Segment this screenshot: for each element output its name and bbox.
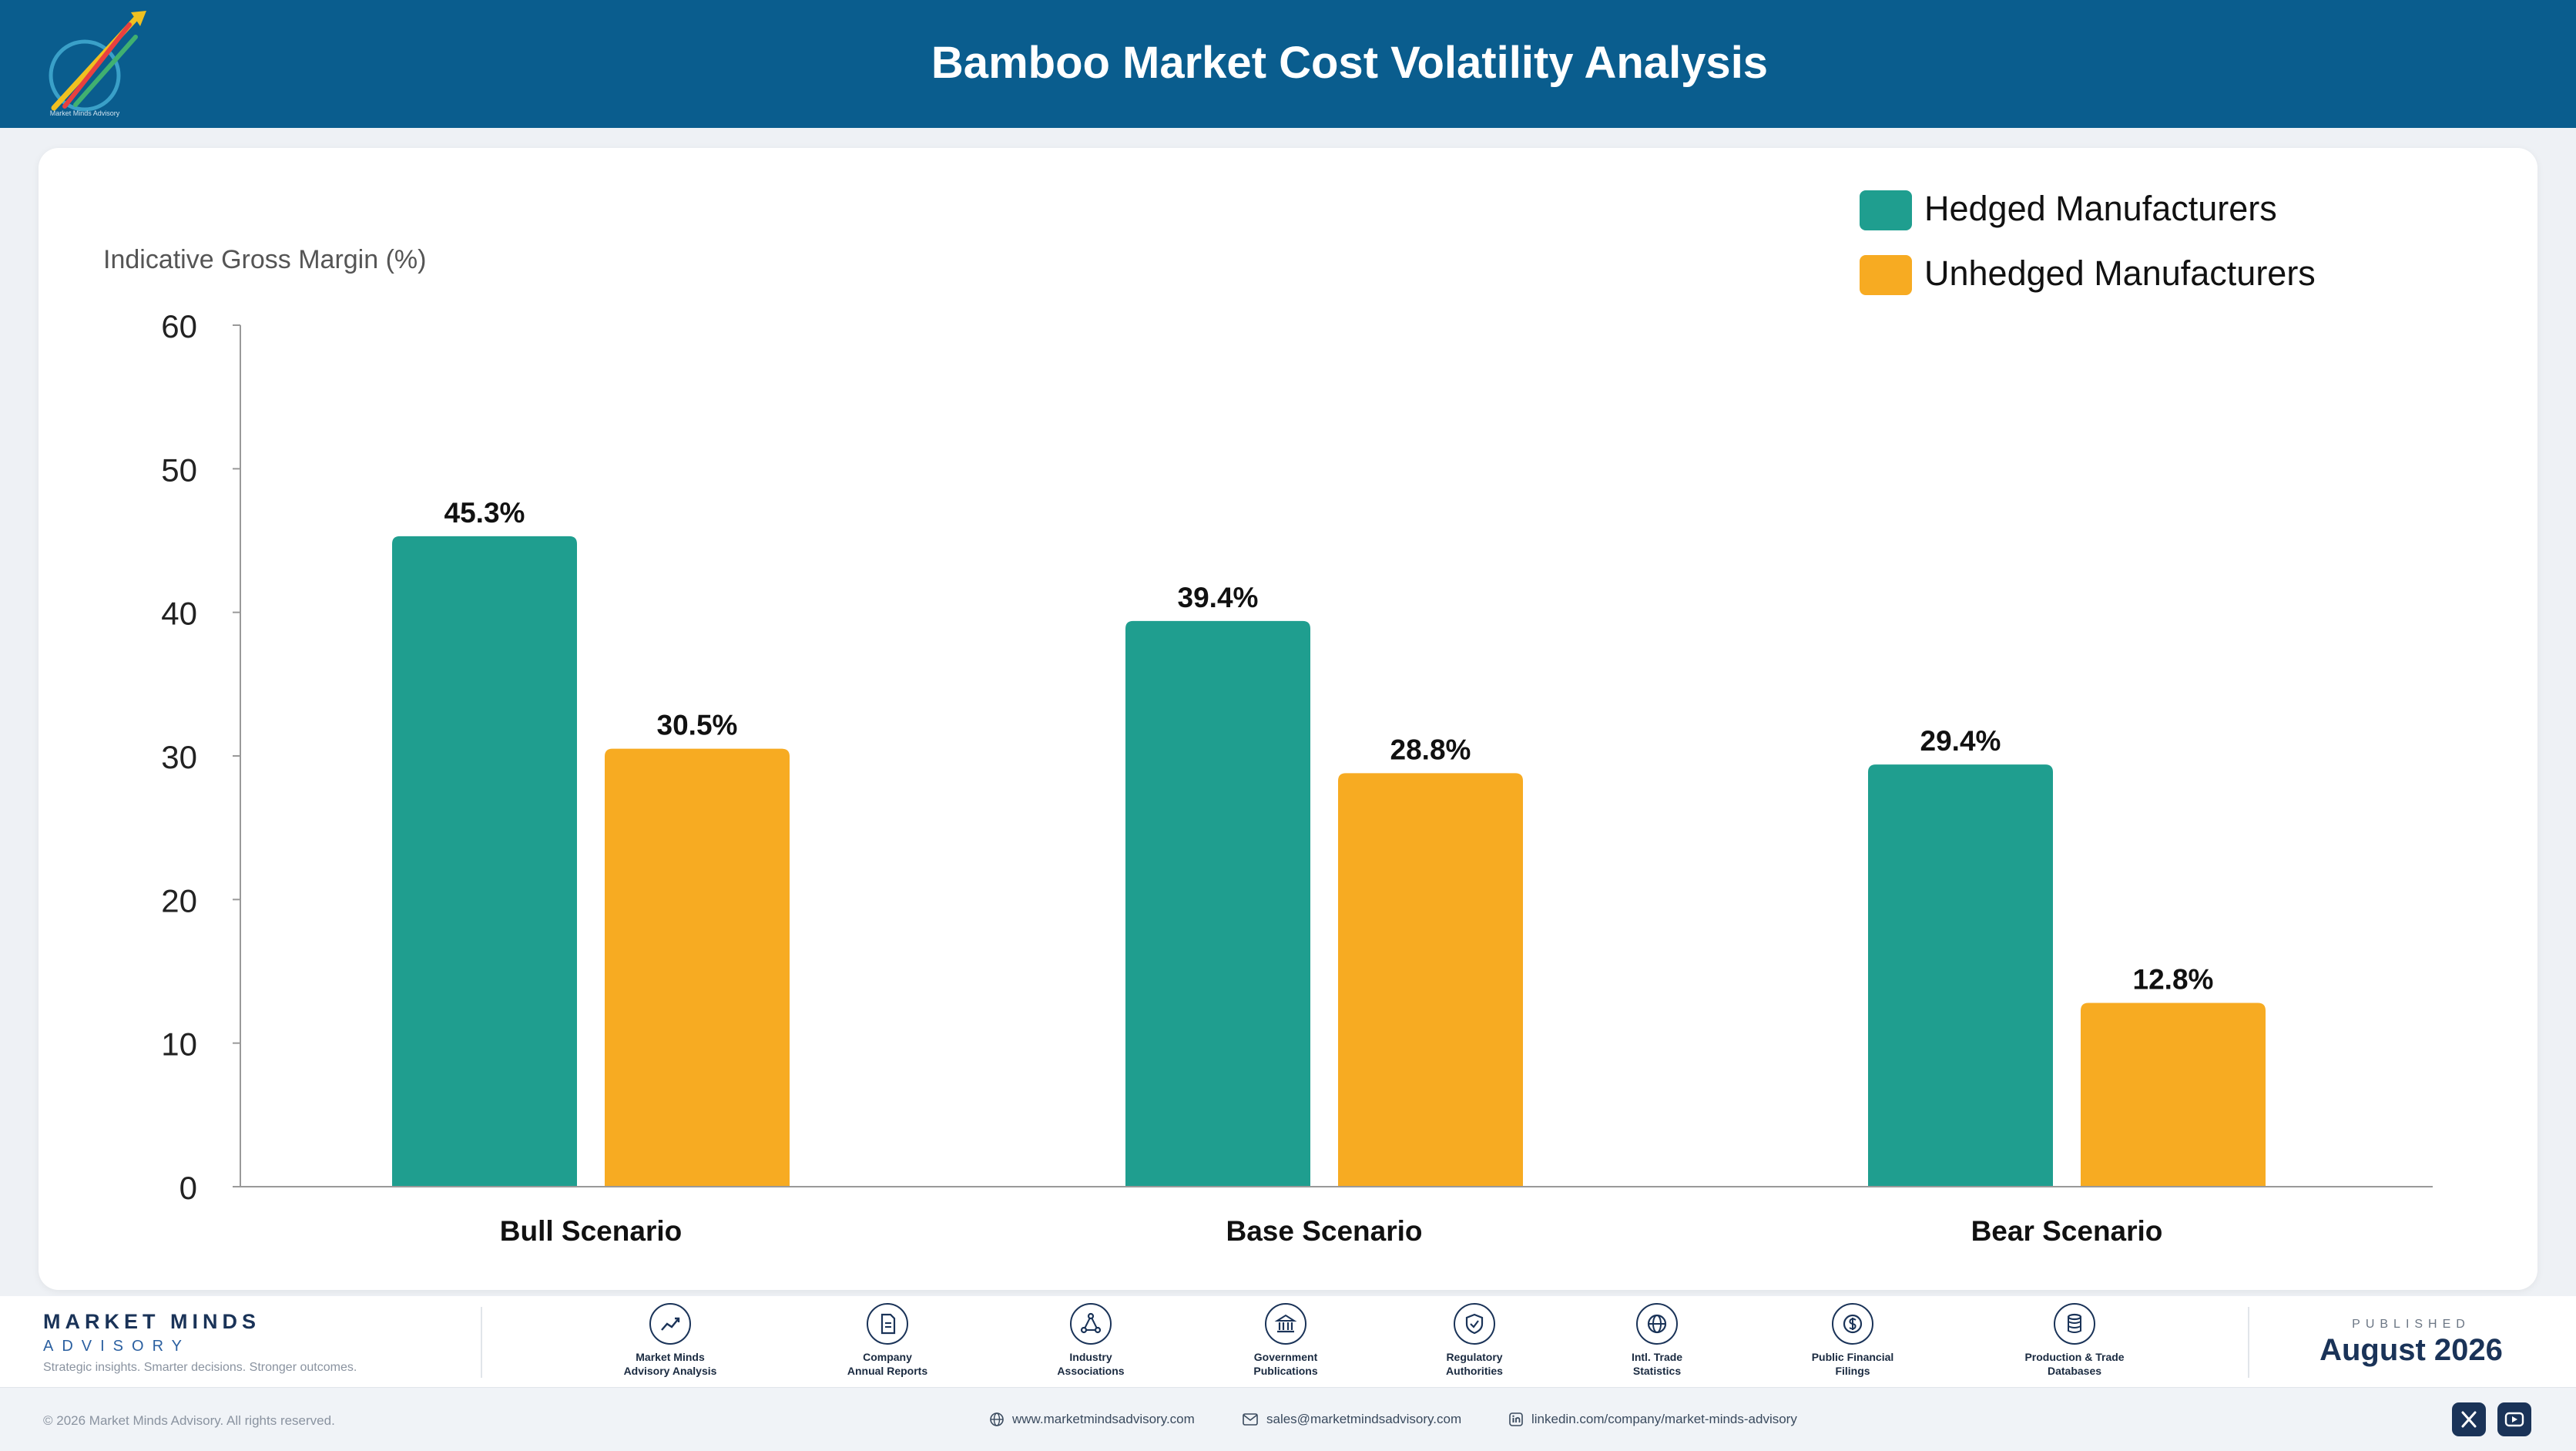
x-tick-label: Bear Scenario	[1971, 1215, 2163, 1247]
data-label: 30.5%	[657, 710, 738, 741]
y-tick-label: 0	[179, 1170, 197, 1206]
y-axis: 0 10 20 30 40 50 60	[161, 308, 241, 1206]
data-label: 39.4%	[1178, 582, 1259, 613]
source-label: Company Annual Reports	[847, 1351, 928, 1377]
footer-brand-name: MARKET MINDS	[43, 1310, 260, 1333]
logo-text: Market Minds Advisory	[50, 109, 120, 117]
source-item: Regulatory Authorities	[1405, 1302, 1544, 1378]
government-building-icon	[1265, 1303, 1306, 1345]
y-axis-label: Indicative Gross Margin (%)	[103, 245, 426, 274]
database-icon	[2054, 1303, 2095, 1345]
y-tick-label: 30	[161, 739, 197, 775]
bar-hedged	[1868, 764, 2053, 1187]
bar-unhedged	[1338, 773, 1523, 1187]
legend-entry: Unhedged Manufacturers	[1924, 254, 2316, 293]
x-tick-label: Bull Scenario	[500, 1215, 682, 1247]
header-bar: Market Minds Advisory Bamboo Market Cost…	[0, 0, 2576, 128]
footer-tagline: Strategic insights. Smarter decisions. S…	[43, 1361, 357, 1374]
x-tick-label: Base Scenario	[1226, 1215, 1422, 1247]
source-item: Government Publications	[1216, 1302, 1355, 1378]
footer-divider	[481, 1307, 482, 1378]
legend: Hedged Manufacturers Unhedged Manufacture…	[1860, 189, 2316, 295]
data-label: 28.8%	[1390, 734, 1471, 765]
copyright-text: © 2026 Market Minds Advisory. All rights…	[43, 1413, 335, 1428]
bar-chart: Indicative Gross Margin (%) 0 10 20 30 40 50 6…	[103, 189, 2433, 1247]
linkedin-text: linkedin.com/company/market-minds-adviso…	[1531, 1412, 1797, 1426]
globe-icon	[990, 1412, 1004, 1426]
shield-check-icon	[1454, 1303, 1495, 1345]
source-label: Industry Associations	[1057, 1351, 1125, 1377]
source-item: Market Minds Advisory Analysis	[601, 1302, 740, 1378]
network-icon	[1070, 1303, 1112, 1345]
legend-entry: Hedged Manufacturers	[1924, 189, 2277, 228]
x-axis: Bull Scenario Base Scenario Bear Scenario	[240, 1186, 2433, 1247]
y-tick-label: 60	[161, 308, 197, 344]
source-label: Government Publications	[1253, 1351, 1318, 1377]
youtube-social-button[interactable]	[2497, 1402, 2531, 1436]
email-link[interactable]: sales@marketmindsadvisory.com	[1242, 1412, 1461, 1427]
source-label: Intl. Trade Statistics	[1631, 1351, 1683, 1377]
source-item: Industry Associations	[1021, 1302, 1160, 1378]
published-date: August 2026	[2319, 1333, 2503, 1367]
company-logo: Market Minds Advisory	[49, 11, 146, 117]
x-social-button[interactable]	[2452, 1402, 2486, 1436]
legend-swatch	[1860, 190, 1912, 230]
source-label: Public Financial Filings	[1811, 1351, 1894, 1377]
website-link[interactable]: www.marketmindsadvisory.com	[989, 1412, 1195, 1427]
bar-unhedged	[2081, 1003, 2266, 1187]
x-icon	[2461, 1411, 2477, 1428]
linkedin-icon	[1509, 1412, 1523, 1426]
mail-icon	[1243, 1413, 1258, 1426]
linkedin-link[interactable]: linkedin.com/company/market-minds-adviso…	[1508, 1412, 1797, 1427]
source-item: Company Annual Reports	[818, 1302, 957, 1378]
email-text: sales@marketmindsadvisory.com	[1266, 1412, 1462, 1426]
y-tick-label: 10	[161, 1026, 197, 1063]
bar-hedged	[392, 536, 577, 1187]
source-item: Public Financial Filings	[1783, 1302, 1922, 1378]
source-label: Market Minds Advisory Analysis	[623, 1351, 717, 1377]
published-label: PUBLISHED	[2352, 1318, 2470, 1331]
source-item: Production & Trade Databases	[2005, 1302, 2144, 1378]
footer-divider	[2248, 1307, 2249, 1378]
source-item: Intl. Trade Statistics	[1588, 1302, 1726, 1378]
dollar-coin-icon	[1832, 1303, 1873, 1345]
footer-brand-sub: ADVISORY	[43, 1338, 190, 1355]
y-tick-label: 40	[161, 596, 197, 632]
bar-unhedged	[605, 748, 790, 1187]
globe-icon	[1636, 1303, 1678, 1345]
bar-hedged	[1125, 620, 1310, 1187]
chart-card: Indicative Gross Margin (%) 0 10 20 30 40 50 6…	[39, 148, 2537, 1290]
youtube-icon	[2504, 1412, 2524, 1427]
y-tick-label: 20	[161, 882, 197, 919]
data-label: 29.4%	[1920, 725, 2001, 757]
data-label: 12.8%	[2133, 963, 2214, 995]
footer-bottom-bar	[0, 1387, 2576, 1451]
y-tick-label: 50	[161, 452, 197, 488]
page-title: Bamboo Market Cost Volatility Analysis	[931, 38, 1769, 88]
data-label: 45.3%	[444, 497, 525, 529]
bars-group: 45.3% 30.5% 39.4% 28.8% 29.4% 12.8%	[392, 497, 2266, 1187]
document-icon	[867, 1303, 908, 1345]
trend-chart-icon	[649, 1303, 691, 1345]
source-label: Production & Trade Databases	[2024, 1351, 2125, 1377]
website-text: www.marketmindsadvisory.com	[1012, 1412, 1195, 1426]
legend-swatch	[1860, 255, 1912, 295]
source-label: Regulatory Authorities	[1446, 1351, 1503, 1377]
